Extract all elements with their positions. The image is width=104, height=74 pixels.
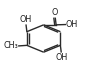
Text: OH: OH bbox=[66, 20, 78, 29]
Text: CH₃: CH₃ bbox=[3, 41, 18, 50]
Text: O: O bbox=[51, 8, 58, 17]
Text: OH: OH bbox=[55, 53, 67, 62]
Text: OH: OH bbox=[20, 15, 32, 24]
